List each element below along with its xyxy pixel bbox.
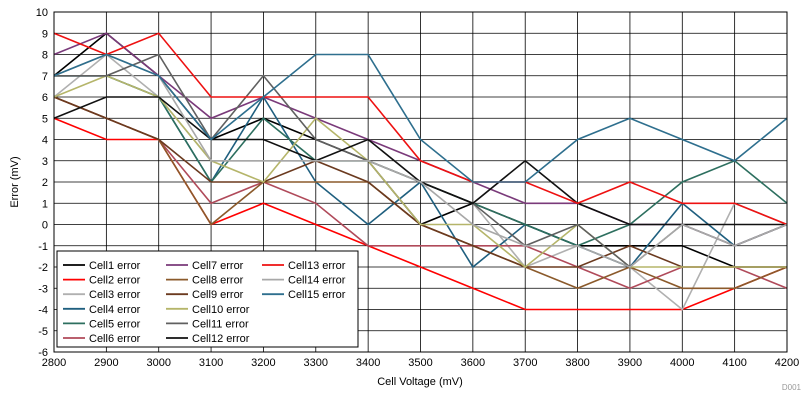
y-tick-label: 0 [42, 220, 48, 232]
legend-entry: Cell7 error [192, 260, 244, 272]
y-tick-label: -2 [38, 262, 48, 274]
x-axis-label: Cell Voltage (mV) [377, 376, 463, 388]
y-tick-label: 9 [42, 28, 48, 40]
y-tick-label: 2 [42, 177, 48, 189]
y-tick-label: 1 [42, 198, 48, 210]
plot-frame [53, 11, 788, 353]
y-tick-label: 10 [36, 7, 48, 19]
y-axis-label: Error (mV) [9, 156, 21, 207]
series-line-cell6 [53, 96, 788, 290]
y-tick-label: 7 [42, 71, 48, 83]
x-tick-label: 3500 [408, 357, 432, 369]
x-tick-label: 3300 [304, 357, 328, 369]
y-tick-label: -4 [38, 305, 48, 317]
x-tick-label: 3400 [356, 357, 380, 369]
x-tick-label: 3800 [565, 357, 589, 369]
series-line-cell14 [53, 53, 788, 268]
x-tick-label: 4000 [670, 357, 694, 369]
y-tick-label: 5 [42, 113, 48, 125]
legend-box [56, 250, 359, 348]
x-tick-label: 3900 [618, 357, 642, 369]
series-line-cell10 [53, 74, 787, 269]
x-tick-label: 3200 [251, 357, 275, 369]
y-tick-label: 6 [42, 92, 48, 104]
legend-entry: Cell14 error [288, 275, 346, 287]
y-tick-label: -3 [38, 283, 48, 295]
y-tick-label: -1 [38, 241, 48, 253]
x-tick-label: 2800 [42, 357, 66, 369]
legend-entry: Cell9 error [192, 289, 244, 301]
x-tick-label: 3000 [146, 357, 170, 369]
series-line-cell15 [53, 53, 788, 183]
y-tick-label: 4 [42, 135, 48, 147]
series-layer [53, 32, 788, 311]
legend-entry: Cell11 error [192, 318, 249, 330]
legend-entry: Cell5 error [89, 318, 141, 330]
x-tick-label: 4200 [775, 357, 799, 369]
x-tick-label: 4100 [722, 357, 746, 369]
legend-entry: Cell12 error [192, 333, 250, 345]
y-tick-label: -5 [38, 326, 48, 338]
x-tick-label: 2900 [94, 357, 118, 369]
legend-entry: Cell6 error [89, 333, 141, 345]
legend: Cell1 error Cell2 error Cell3 error Cell4 e… [56, 250, 359, 348]
y-tick-label: 8 [42, 50, 48, 62]
x-tick-labels: 2800 2900 3000 3100 3200 3300 3400 3500 3600 3700… [42, 357, 799, 369]
figure-id: D001 [782, 383, 802, 392]
x-tick-label: 3100 [199, 357, 223, 369]
legend-entry: Cell1 error [89, 260, 141, 272]
legend-entry: Cell2 error [89, 275, 141, 287]
series-line-cell13 [53, 32, 788, 226]
legend-entry: Cell8 error [192, 275, 244, 287]
x-tick-label: 3700 [513, 357, 537, 369]
legend-entry: Cell3 error [89, 289, 141, 301]
legend-entry: Cell10 error [192, 304, 250, 316]
y-tick-label: -6 [38, 347, 48, 359]
legend-entry: Cell15 error [288, 289, 346, 301]
y-tick-labels: -6 -5 -4 -3 -2 -1 0 1 2 3 4 5 6 7 8 9 10 [36, 7, 48, 359]
x-tick-label: 3600 [461, 357, 485, 369]
legend-entry: Cell13 error [288, 260, 346, 272]
y-tick-label: 3 [42, 156, 48, 168]
legend-entry: Cell4 error [89, 304, 141, 316]
